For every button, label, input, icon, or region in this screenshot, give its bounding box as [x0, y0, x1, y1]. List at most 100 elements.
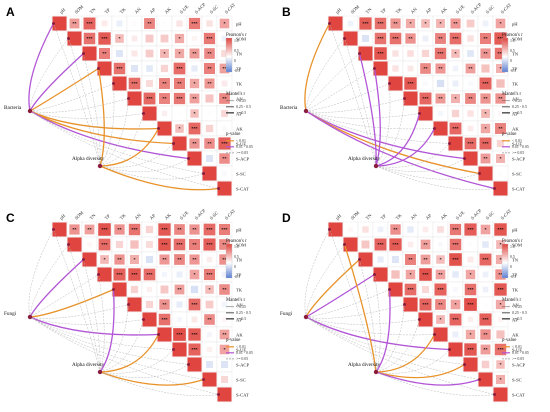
- heatmap-cell: [361, 240, 370, 249]
- heatmap-cell: [403, 91, 418, 106]
- heatmap-cell: [69, 224, 80, 235]
- edge-endpoint: [67, 37, 70, 40]
- heatmap-cell: [494, 283, 507, 296]
- heatmap-cell: [481, 109, 490, 118]
- mantel-edge: [29, 83, 114, 112]
- significance-mark: **: [177, 227, 181, 232]
- legend-title-pvalue: p-value: [226, 132, 240, 137]
- mantel-edge: [305, 316, 450, 351]
- edge-endpoint: [82, 258, 85, 261]
- colorbar-tick: 0.5: [510, 49, 515, 53]
- heatmap-cell: [403, 297, 418, 312]
- heatmap-cell: [343, 237, 358, 252]
- significance-mark: **: [468, 96, 472, 101]
- significance-mark: **: [393, 21, 397, 26]
- pvalue-item: 0.01 - 0.05: [512, 145, 529, 149]
- panel-letter: B: [282, 5, 291, 19]
- significance-mark: ***: [497, 227, 503, 232]
- heatmap-cell: [173, 238, 186, 251]
- mantel-edge: [68, 38, 101, 167]
- heatmap-cell: [206, 361, 213, 368]
- env-node: [97, 163, 103, 169]
- column-label: AK: [440, 6, 449, 15]
- heatmap-cell: [187, 357, 202, 372]
- mantel-edge: [375, 143, 450, 168]
- edge-endpoint: [388, 82, 391, 85]
- heatmap-cell: [203, 268, 216, 281]
- heatmap-cell: [465, 329, 476, 340]
- edge-endpoint: [463, 363, 466, 366]
- significance-mark: **: [192, 242, 196, 247]
- significance-mark: *: [484, 227, 486, 232]
- significance-mark: **: [192, 257, 196, 262]
- significance-mark: **: [498, 272, 502, 277]
- row-label: TP: [512, 66, 518, 71]
- edge-endpoint: [478, 172, 481, 175]
- significance-mark: **: [408, 36, 412, 41]
- mantel-edge: [29, 110, 219, 189]
- mantel-edge: [329, 23, 377, 167]
- heatmap-cell: [480, 329, 491, 340]
- significance-mark: *: [454, 302, 456, 307]
- mantel-r-item: >= 0.5: [236, 317, 246, 321]
- heatmap-cell: [161, 271, 168, 278]
- heatmap-cell: [112, 282, 127, 297]
- row-label: S-ACP: [512, 362, 525, 367]
- heatmap-cell: [496, 330, 505, 339]
- heatmap-cell: [160, 64, 169, 73]
- mantel-edge: [329, 229, 377, 373]
- significance-mark: *: [163, 51, 165, 56]
- heatmap-cell: [159, 93, 170, 104]
- heatmap-cell: [160, 285, 169, 294]
- edge-endpoint: [127, 303, 130, 306]
- heatmap-cell: [407, 65, 414, 72]
- heatmap-cell: [452, 271, 459, 278]
- heatmap-cell: [433, 121, 448, 136]
- heatmap-cell: [449, 32, 462, 45]
- significance-mark: **: [222, 242, 226, 247]
- heatmap-cell: [159, 78, 170, 89]
- heatmap-cell: [481, 360, 490, 369]
- row-label: TN: [236, 51, 243, 56]
- significance-mark: ***: [452, 36, 458, 41]
- significance-mark: **: [438, 36, 442, 41]
- heatmap-cell: [98, 32, 111, 45]
- significance-mark: ***: [482, 257, 488, 262]
- heatmap-cell: [436, 79, 445, 88]
- row-label: AK: [236, 332, 243, 337]
- edge-endpoint: [388, 288, 391, 291]
- significance-mark: ***: [452, 227, 458, 232]
- significance-mark: **: [192, 141, 196, 146]
- mantel-r-item: 0.25 - 0.5: [512, 105, 527, 109]
- colorbar-tick: 0: [510, 265, 512, 269]
- mantel-edge: [375, 371, 480, 386]
- mantel-edge: [375, 128, 436, 167]
- significance-mark: ***: [206, 227, 212, 232]
- significance-mark: ***: [116, 272, 122, 277]
- significance-mark: ***: [377, 36, 383, 41]
- heatmap-cell: [358, 46, 373, 61]
- edge-endpoint: [493, 393, 496, 396]
- heatmap-cell: [87, 242, 92, 247]
- significance-mark: *: [439, 317, 441, 322]
- significance-mark: ***: [437, 51, 443, 56]
- heatmap-cell: [404, 77, 417, 90]
- significance-mark: **: [483, 347, 487, 352]
- env-node: [303, 108, 309, 114]
- heatmap-cell: [205, 300, 214, 309]
- heatmap-cell: [373, 61, 388, 76]
- heatmap-cell: [478, 166, 493, 181]
- mantel-edge: [344, 38, 377, 167]
- mantel-r-item: < 0.25: [236, 305, 246, 309]
- heatmap-cell: [217, 181, 232, 196]
- significance-mark: ***: [467, 347, 473, 352]
- pvalue-item: < 0.01: [236, 139, 246, 143]
- pvalue-item: >= 0.05: [512, 357, 524, 361]
- heatmap-cell: [421, 19, 430, 28]
- heatmap-cell: [189, 224, 200, 235]
- heatmap-cell: [420, 239, 431, 250]
- significance-mark: **: [102, 51, 106, 56]
- column-label: S-CAT: [500, 208, 513, 221]
- heatmap-cell: [160, 49, 169, 58]
- heatmap-cell: [464, 137, 477, 150]
